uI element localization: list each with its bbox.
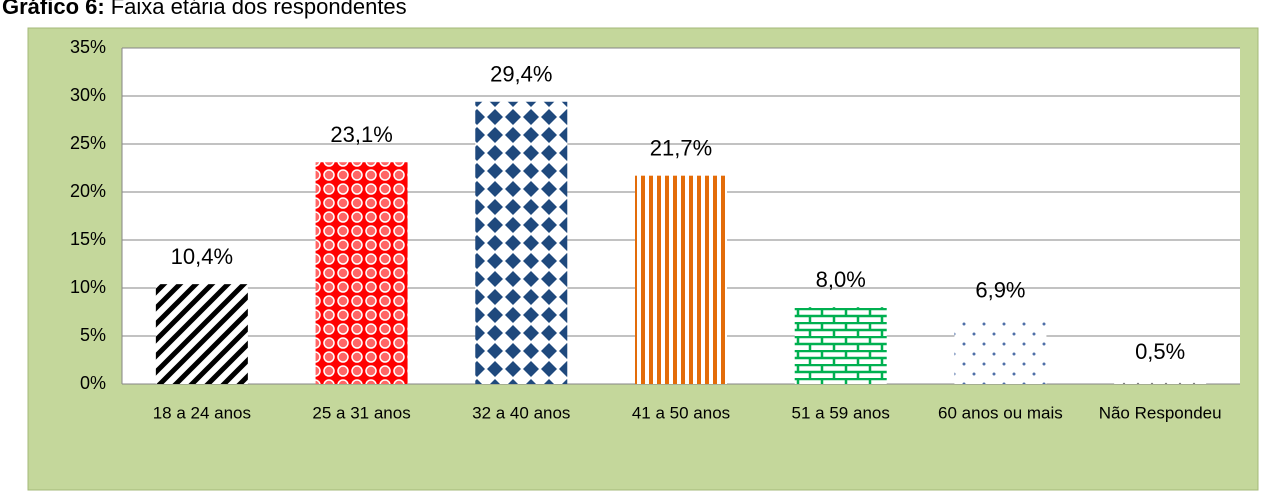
value-label: 10,4%	[171, 244, 233, 269]
bar	[794, 307, 887, 384]
x-tick-label: Não Respondeu	[1099, 403, 1222, 422]
title-text: Faixa etária dos respondentes	[111, 0, 407, 19]
x-tick-label: 51 a 59 anos	[792, 403, 890, 422]
y-tick-label: 15%	[70, 229, 106, 249]
y-tick-label: 20%	[70, 181, 106, 201]
value-label: 6,9%	[975, 278, 1025, 303]
x-tick-label: 18 a 24 anos	[153, 403, 251, 422]
y-tick-label: 5%	[80, 325, 106, 345]
bar	[475, 101, 568, 384]
x-tick-label: 41 a 50 anos	[632, 403, 730, 422]
bar	[635, 175, 727, 384]
value-label: 23,1%	[330, 122, 392, 147]
bar	[155, 284, 248, 384]
value-label: 29,4%	[490, 62, 552, 87]
chart-title: Gráfico 6: Faixa etária dos respondentes	[2, 0, 407, 19]
bar	[954, 317, 1047, 384]
x-tick-label: 32 a 40 anos	[472, 403, 570, 422]
y-tick-label: 35%	[70, 37, 106, 57]
value-label: 0,5%	[1135, 339, 1185, 364]
x-tick-label: 25 a 31 anos	[312, 403, 410, 422]
bar	[315, 162, 408, 384]
y-tick-label: 10%	[70, 277, 106, 297]
y-tick-label: 25%	[70, 133, 106, 153]
value-label: 8,0%	[816, 267, 866, 292]
title-prefix: Gráfico 6:	[2, 0, 105, 19]
bar	[1114, 379, 1207, 384]
x-tick-label: 60 anos ou mais	[938, 403, 1063, 422]
y-tick-label: 30%	[70, 85, 106, 105]
value-label: 21,7%	[650, 135, 712, 160]
y-tick-label: 0%	[80, 373, 106, 393]
